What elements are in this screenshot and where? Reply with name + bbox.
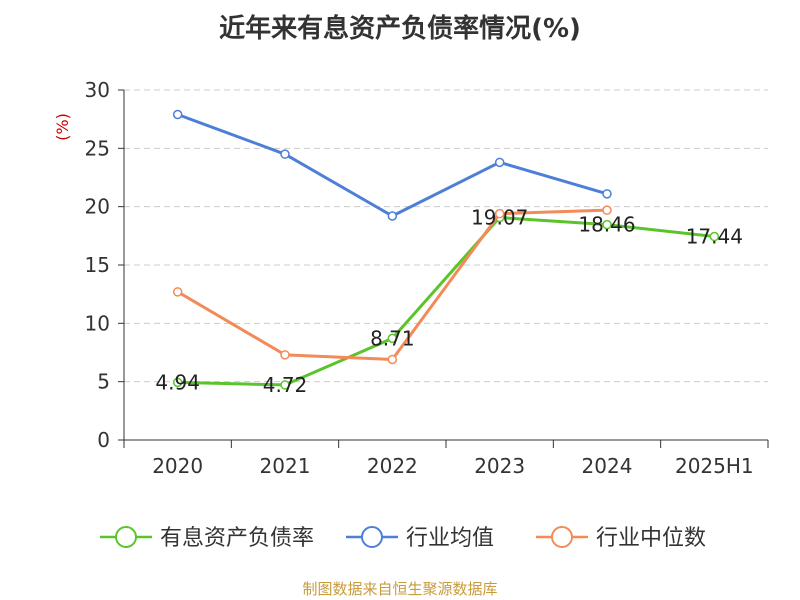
y-tick-label: 10 xyxy=(85,311,110,335)
legend-label: 行业均值 xyxy=(406,526,494,551)
y-tick-label: 30 xyxy=(85,78,110,102)
data-point xyxy=(172,377,183,388)
data-label: 18.46 xyxy=(578,213,635,237)
data-label: 19.07 xyxy=(471,206,528,230)
y-axis-label: (%) xyxy=(53,113,72,141)
data-point xyxy=(280,350,290,360)
data-point xyxy=(602,189,612,199)
y-tick-label: 25 xyxy=(85,136,110,160)
data-point xyxy=(387,333,398,344)
x-tick-label: 2023 xyxy=(474,454,525,478)
data-labels: 4.94 4.72 8.71 19.07 18.46 17.44 xyxy=(155,206,743,397)
series-line-0 xyxy=(177,216,715,387)
data-point xyxy=(172,287,183,297)
data-point xyxy=(494,208,505,219)
legend-label: 有息资产负债率 xyxy=(160,526,314,551)
data-point xyxy=(387,211,398,221)
y-tick-label: 5 xyxy=(97,370,110,394)
legend-label: 行业中位数 xyxy=(596,526,706,551)
data-point xyxy=(387,354,398,365)
legend-item-0: 有息资产负债率 xyxy=(100,526,314,551)
y-tick-label: 15 xyxy=(85,253,110,277)
series-lines xyxy=(172,109,720,390)
data-point xyxy=(709,231,720,242)
x-tick-label: 2021 xyxy=(260,454,311,478)
axes: 0 5 10 15 20 25 30 (%) 2020 2021 2022 2023 2024 2025H… xyxy=(53,78,769,478)
data-point xyxy=(280,380,290,390)
data-label: 17.44 xyxy=(686,225,743,249)
data-label: 8.71 xyxy=(370,326,415,350)
x-tick-label: 2025H1 xyxy=(675,454,754,478)
legend-marker xyxy=(115,526,137,548)
y-tick-label: 0 xyxy=(97,428,110,452)
legend: 有息资产负债率 行业均值 行业中位数 xyxy=(100,526,706,551)
legend-marker xyxy=(551,526,573,548)
x-tick-label: 2024 xyxy=(582,454,633,478)
series-line-1 xyxy=(177,113,608,218)
data-point xyxy=(602,205,612,215)
source-footer: 制图数据来自恒生聚源数据库 xyxy=(302,580,498,598)
legend-marker xyxy=(361,526,383,548)
legend-item-2: 行业中位数 xyxy=(536,526,706,551)
x-tick-label: 2022 xyxy=(367,454,418,478)
data-label: 4.94 xyxy=(155,370,200,394)
grid-lines xyxy=(124,89,768,383)
legend-item-1: 行业均值 xyxy=(346,526,494,551)
y-tick-label: 20 xyxy=(85,195,110,219)
data-point xyxy=(602,219,612,230)
data-point xyxy=(280,149,290,159)
x-tick-label: 2020 xyxy=(152,454,203,478)
data-label: 4.72 xyxy=(263,373,308,397)
chart-title: 近年来有息资产负债率情况(%) xyxy=(219,14,581,44)
data-point xyxy=(172,109,183,120)
data-point xyxy=(494,157,505,168)
